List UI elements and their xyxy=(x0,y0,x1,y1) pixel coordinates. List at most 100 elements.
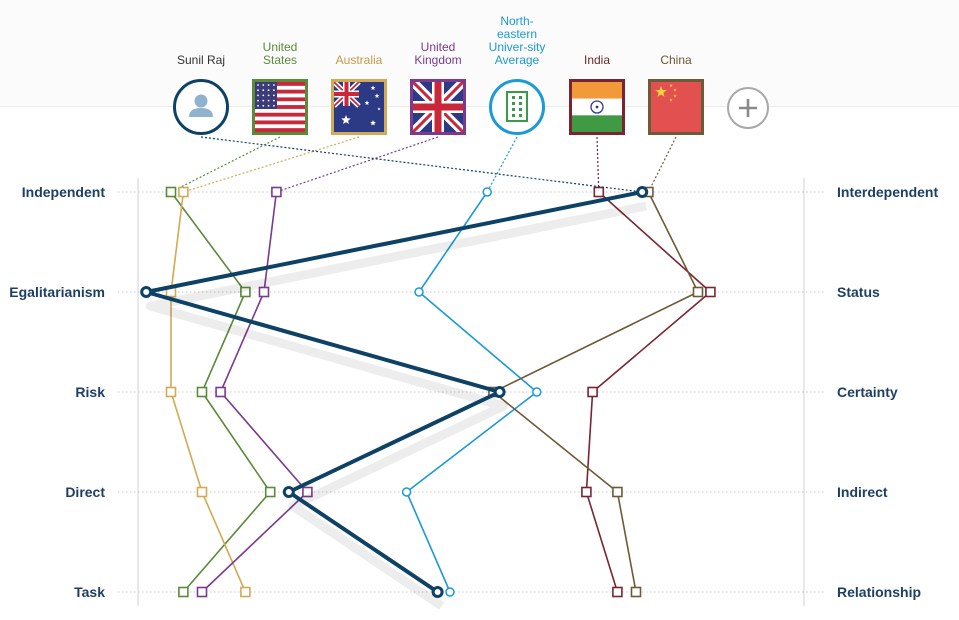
series-line xyxy=(405,191,538,593)
profile-tile[interactable] xyxy=(173,79,229,135)
data-point[interactable] xyxy=(215,386,226,398)
profile-au[interactable]: Australia xyxy=(321,15,397,135)
profile-tile[interactable] xyxy=(331,79,387,135)
series-in xyxy=(581,136,716,598)
header-divider xyxy=(0,106,959,107)
data-point[interactable] xyxy=(593,186,605,198)
connector-line xyxy=(647,136,677,193)
series-line xyxy=(492,191,699,593)
data-point[interactable] xyxy=(414,287,424,297)
data-point[interactable] xyxy=(178,186,189,198)
data-point[interactable] xyxy=(630,586,642,598)
data-point[interactable] xyxy=(196,586,208,598)
data-point[interactable] xyxy=(445,587,455,597)
series-us xyxy=(165,136,281,598)
profile-in[interactable]: India xyxy=(559,15,635,135)
data-point[interactable] xyxy=(612,586,623,598)
profile-neu[interactable]: North-eastern Univer-sity Average xyxy=(479,15,555,135)
profile-label: China xyxy=(660,53,692,67)
profile-tile[interactable] xyxy=(569,79,625,135)
profile-tile[interactable] xyxy=(489,79,545,135)
data-point[interactable] xyxy=(196,386,208,398)
profile-tile[interactable] xyxy=(648,79,704,135)
dimension-right-label: Indirect xyxy=(837,484,888,500)
series-line xyxy=(144,190,643,594)
data-point[interactable] xyxy=(178,586,189,598)
china-flag-icon xyxy=(651,82,701,132)
dimension-right-label: Relationship xyxy=(837,584,922,600)
data-point[interactable] xyxy=(532,387,542,397)
connector-line xyxy=(276,136,439,193)
series-uk xyxy=(196,136,439,598)
data-point[interactable] xyxy=(612,486,623,498)
data-point[interactable] xyxy=(240,586,251,598)
profile-uk[interactable]: United Kingdom xyxy=(400,15,476,135)
dimension-left-label: Risk xyxy=(75,384,105,400)
data-point[interactable] xyxy=(581,486,592,498)
profile-label: Australia xyxy=(335,53,383,67)
connector-line xyxy=(486,136,518,193)
data-point[interactable] xyxy=(705,286,716,298)
data-point[interactable] xyxy=(196,486,208,498)
profile-cn[interactable]: China xyxy=(638,15,714,135)
india-flag-icon xyxy=(572,82,622,132)
data-point[interactable] xyxy=(488,386,499,398)
profile-label: Sunil Raj xyxy=(176,53,226,67)
add-profile-button[interactable] xyxy=(727,87,769,129)
data-point[interactable] xyxy=(165,286,177,298)
dimension-right-label: Interdependent xyxy=(837,184,939,200)
data-point[interactable] xyxy=(636,186,649,198)
series-line xyxy=(585,191,712,593)
data-point[interactable] xyxy=(264,486,276,498)
connector-line xyxy=(200,136,643,193)
profile-label: North-eastern Univer-sity Average xyxy=(488,14,546,67)
data-point[interactable] xyxy=(482,187,492,197)
series-sunil xyxy=(140,136,649,610)
data-point[interactable] xyxy=(431,586,444,598)
data-point[interactable] xyxy=(282,486,295,498)
dimension-right-label: Certainty xyxy=(837,384,898,400)
series-line xyxy=(201,191,309,593)
profile-label: United States xyxy=(262,40,298,67)
series-cn xyxy=(488,136,704,598)
profile-sunil[interactable]: Sunil Raj xyxy=(163,15,239,135)
profile-us[interactable]: United States xyxy=(242,15,318,135)
person-icon xyxy=(189,94,213,117)
dimension-left-label: Egalitarianism xyxy=(9,284,105,300)
dimension-right-label: Status xyxy=(837,284,880,300)
series-au xyxy=(165,136,360,598)
data-point[interactable] xyxy=(140,286,153,298)
data-point[interactable] xyxy=(643,186,654,198)
data-point[interactable] xyxy=(401,487,412,497)
profile-label: United Kingdom xyxy=(414,40,462,67)
data-point[interactable] xyxy=(692,286,704,298)
profile-tile[interactable] xyxy=(252,79,308,135)
plus-icon xyxy=(739,99,757,117)
dimension-left-label: Direct xyxy=(65,484,105,500)
series-line xyxy=(170,191,247,593)
uk-flag-icon xyxy=(413,82,463,132)
series-neu xyxy=(401,136,542,597)
us-flag-icon xyxy=(255,82,305,132)
dimension-left-label: Independent xyxy=(21,184,105,200)
connector-line xyxy=(183,136,360,193)
connector-line xyxy=(170,136,281,193)
data-point[interactable] xyxy=(165,386,177,398)
building-icon xyxy=(506,91,528,122)
australia-flag-icon xyxy=(334,82,384,132)
header-band xyxy=(0,0,959,107)
connector-line xyxy=(596,136,600,193)
series-shadow xyxy=(145,201,648,610)
data-point[interactable] xyxy=(493,386,506,398)
profile-tile[interactable] xyxy=(410,79,466,135)
data-point[interactable] xyxy=(240,286,251,298)
dimension-left-label: Task xyxy=(74,584,105,600)
data-point[interactable] xyxy=(587,386,598,398)
data-point[interactable] xyxy=(165,186,177,198)
profile-label: India xyxy=(583,53,611,67)
data-point[interactable] xyxy=(258,286,270,298)
series-line xyxy=(170,191,272,593)
data-point[interactable] xyxy=(271,186,282,198)
data-point[interactable] xyxy=(302,486,313,498)
